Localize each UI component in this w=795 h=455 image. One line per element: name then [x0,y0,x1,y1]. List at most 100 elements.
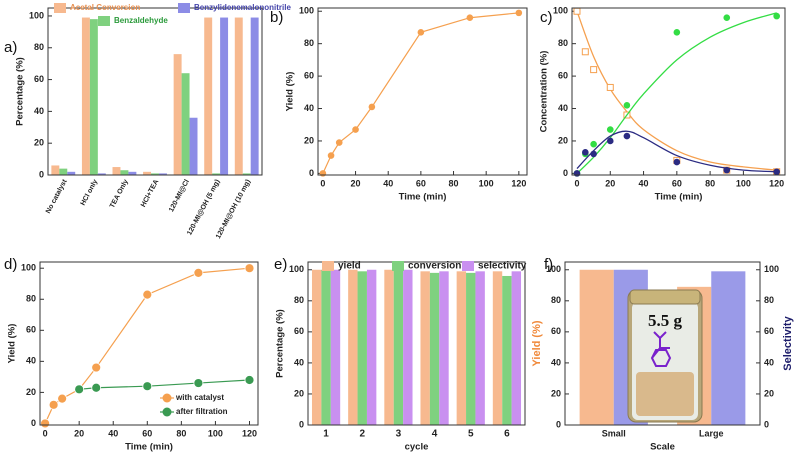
marker [606,126,614,133]
plot-frame [307,261,526,426]
marker [573,7,581,15]
x-tick-label: 40 [108,428,118,438]
y-tick-label: 0 [563,168,568,178]
x-tick-label: 100 [736,178,751,188]
x-tick-label: 20 [605,178,615,188]
y-tick-label: 40 [558,103,568,113]
marker [466,14,474,22]
y-tick-label: 80 [551,295,561,305]
panel-label: c) [540,9,553,26]
plot-frame [564,261,761,426]
y-tick-label: 60 [558,70,568,80]
y-tick-label: 40 [294,357,304,367]
y-axis-label: Percentage (%) [275,309,286,378]
marker [573,170,581,177]
marker [623,132,631,140]
x-axis-label: Time (min) [125,442,173,453]
y-tick-label: 80 [558,38,568,48]
bar [475,271,485,425]
bar [143,171,152,175]
panel-label: b) [270,9,283,26]
marker [142,381,153,392]
bar [348,269,358,425]
y-tick-label: 60 [304,70,314,80]
marker [581,48,589,56]
bar [384,269,394,425]
bar [220,17,229,175]
panel: b) 0 20 40 60 80 100 0 20 40 60 80 100 120 Yield (%) Ti… [270,6,528,203]
x-tick-label: 120-MI@Cl [168,178,191,213]
legend-swatch [162,393,172,403]
fit-line [576,130,777,173]
y-axis-label: Yield (%) [285,72,296,112]
y-tick-label: 80 [304,38,314,48]
series-line [79,379,250,390]
x-tick-label: 1 [323,429,329,440]
y-tick-label: 100 [21,263,36,273]
marker [335,139,343,146]
panel-label: a) [4,39,17,56]
x-tick-label: 0 [43,428,48,438]
bar [403,269,413,425]
bar [158,173,167,175]
marker [582,149,589,156]
marker [244,375,255,385]
plot-frame [317,7,528,176]
x-tick-label: 6 [504,429,510,440]
bar [120,170,129,175]
y-tick-label: 40 [551,357,561,367]
marker [773,12,780,20]
marker [48,399,59,410]
y2-tick-label: 0 [764,419,769,429]
x-tick-label: No catalyst [45,178,69,215]
legend-swatch [162,407,172,417]
y2-tick-label: 100 [764,264,779,274]
bar [420,271,430,425]
bar [429,272,440,425]
marker [723,166,731,174]
y-tick-label: 0 [299,419,304,429]
bar [250,17,259,175]
marker [57,393,68,404]
panel-label: f) [544,256,553,273]
bar [189,117,198,175]
y-tick-label: 60 [26,325,36,335]
y-tick-label: 40 [304,103,314,113]
y-tick-label: 100 [289,264,304,274]
x-tick-label: 20 [74,428,84,438]
y-tick-label: 80 [26,294,36,304]
y-tick-label: 60 [551,326,561,336]
legend-swatch [54,3,66,13]
x-tick-label: 20 [351,178,361,188]
x-tick-label: 4 [432,429,438,440]
bar [128,171,137,175]
bar [173,54,182,175]
marker [368,103,376,111]
x-tick-label: 80 [705,178,715,188]
x-tick-label: 120 [769,178,784,188]
marker [193,267,204,278]
bar [181,73,190,175]
bar [492,271,503,425]
y-tick-label: 100 [546,264,561,274]
y-tick-label: 20 [294,388,304,398]
bar [67,171,76,175]
y-tick-label: 100 [29,10,44,20]
x-axis-label: Scale [650,442,675,453]
x-tick-label: 120-MI@OH (5 mg) [186,179,221,237]
x-tick-label: 120 [511,178,526,188]
y-tick-label: 40 [26,356,36,366]
legend-swatch [322,261,334,271]
bar [439,271,449,425]
panel-label: d) [4,256,17,273]
x-tick-label: 100 [479,178,494,188]
x-tick-label: 40 [639,178,649,188]
y-tick-label: 20 [34,138,44,148]
bar [204,17,213,175]
marker [590,66,598,74]
y-tick-label: 100 [299,6,314,16]
y-tick-label: 0 [39,169,44,179]
marker [319,170,327,177]
x-tick-label: 80 [176,428,186,438]
